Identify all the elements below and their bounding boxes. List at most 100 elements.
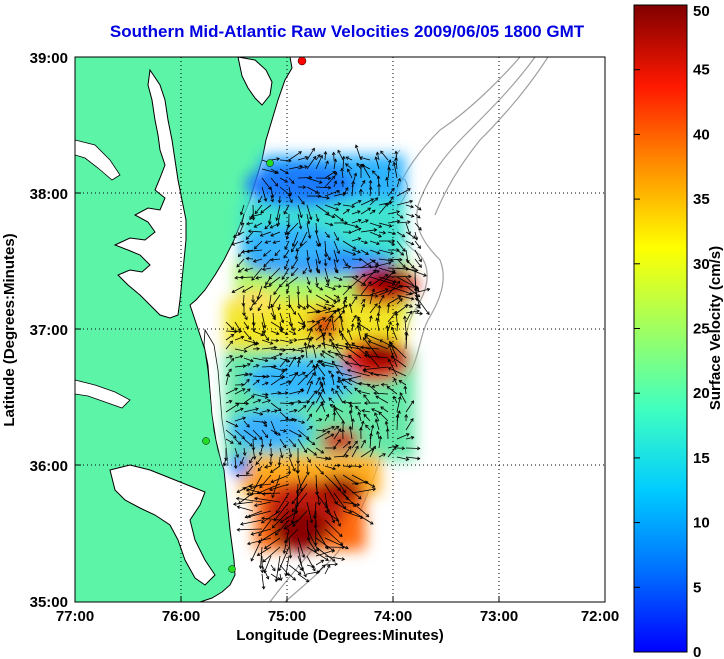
velocity-arrow: [261, 409, 270, 413]
velocity-arrow: [373, 392, 389, 395]
velocity-arrowhead: [267, 186, 272, 191]
velocity-arrowhead: [357, 210, 361, 214]
velocity-arrowhead: [234, 423, 239, 428]
velocity-arrowhead: [361, 409, 366, 413]
velocity-arrow: [270, 573, 281, 581]
velocity-arrowhead: [300, 349, 305, 353]
velocity-arrow: [236, 258, 245, 268]
velocity-arrowhead: [351, 204, 356, 209]
velocity-arrow: [396, 200, 413, 206]
velocity-arrowhead: [426, 287, 431, 292]
velocity-arrow: [225, 400, 232, 404]
velocity-arrowhead: [355, 405, 359, 410]
velocity-arrow: [288, 177, 295, 184]
velocity-arrowhead: [293, 408, 298, 413]
velocity-arrowhead: [341, 557, 346, 561]
velocity-arrowhead: [279, 454, 284, 459]
velocity-arrow: [260, 546, 263, 569]
velocity-arrowhead: [316, 363, 320, 368]
velocity-arrow: [262, 546, 281, 563]
velocity-arrowhead: [302, 270, 306, 275]
velocity-arrowhead: [284, 391, 289, 395]
velocity-arrowhead: [349, 403, 354, 408]
velocity-arrowhead: [333, 446, 337, 450]
velocity-arrowhead: [260, 209, 264, 214]
velocity-arrow: [315, 231, 321, 247]
velocity-arrowhead: [327, 256, 331, 261]
velocity-arrow: [234, 336, 244, 341]
velocity-arrow: [360, 281, 372, 296]
velocity-arrowhead: [388, 344, 392, 348]
velocity-arrowhead: [323, 262, 328, 267]
velocity-arrowhead: [343, 296, 348, 301]
velocity-arrowhead: [283, 210, 287, 215]
velocity-arrow: [269, 483, 290, 491]
velocity-arrow: [252, 438, 254, 451]
albemarle-sound: [109, 464, 216, 586]
velocity-arrow: [315, 537, 335, 552]
velocity-arrow: [315, 317, 326, 323]
velocity-arrow: [324, 433, 334, 440]
velocity-arrow: [254, 497, 281, 503]
velocity-arrowhead: [277, 432, 281, 436]
velocity-arrow: [324, 465, 336, 470]
velocity-arrow: [297, 537, 305, 558]
velocity-arrowhead: [337, 428, 342, 432]
velocity-arrowhead: [279, 577, 283, 582]
velocity-arrow: [396, 396, 401, 413]
velocity-arrowhead: [394, 312, 399, 316]
velocity-arrowhead: [228, 368, 232, 373]
velocity-arrow: [257, 546, 272, 556]
velocity-arrow: [333, 425, 340, 431]
velocity-arrowhead: [285, 236, 290, 240]
velocity-arrowhead: [391, 270, 396, 274]
velocity-arrowhead: [260, 444, 265, 449]
velocity-arrow: [363, 337, 380, 359]
velocity-arrow: [234, 417, 246, 422]
velocity-arrowhead: [265, 392, 269, 397]
velocity-arrowhead: [355, 224, 359, 229]
velocity-arrowhead: [291, 327, 295, 332]
velocity-arrowhead: [305, 436, 310, 440]
velocity-arrowhead: [321, 342, 325, 346]
map-title: Southern Mid-Atlantic Raw Velocities 200…: [109, 22, 585, 41]
velocity-arrowhead: [410, 400, 415, 404]
velocity-arrow: [364, 335, 371, 341]
velocity-arrow: [254, 222, 263, 228]
velocity-arrowhead: [371, 209, 376, 214]
velocity-arrow: [315, 483, 320, 505]
velocity-arrow: [339, 315, 344, 332]
velocity-arrowhead: [418, 264, 422, 268]
velocity-arrowhead: [255, 407, 259, 411]
velocity-arrow: [374, 412, 380, 422]
velocity-arrowhead: [369, 315, 373, 319]
velocity-arrowhead: [320, 450, 325, 454]
velocity-arrowhead: [348, 509, 353, 513]
velocity-arrowhead: [347, 445, 352, 450]
velocity-arrowhead: [264, 240, 269, 244]
velocity-arrow: [387, 296, 401, 305]
velocity-arrowhead: [363, 401, 368, 405]
velocity-arrow: [396, 304, 408, 314]
velocity-arrowhead: [394, 157, 398, 161]
velocity-arrowhead: [385, 325, 390, 329]
velocity-arrowhead: [371, 170, 376, 174]
velocity-arrow: [351, 481, 368, 485]
velocity-arrowhead: [361, 298, 366, 303]
velocity-arrow: [243, 388, 251, 395]
velocity-arrowhead: [285, 283, 290, 287]
velocity-arrowhead: [332, 170, 337, 175]
velocity-arrow: [380, 150, 389, 161]
velocity-arrowhead: [377, 183, 381, 187]
velocity-arrowhead: [344, 361, 349, 365]
velocity-arrowhead: [346, 209, 350, 213]
velocity-arrowhead: [380, 150, 384, 155]
velocity-arrowhead: [273, 431, 278, 436]
velocity-arrowhead: [232, 502, 237, 506]
velocity-arrowhead: [286, 231, 291, 235]
velocity-arrow: [363, 394, 371, 404]
velocity-arrow: [288, 438, 296, 447]
velocity-arrow: [297, 372, 306, 377]
velocity-arrowhead: [290, 248, 295, 253]
velocity-arrowhead: [336, 295, 340, 299]
